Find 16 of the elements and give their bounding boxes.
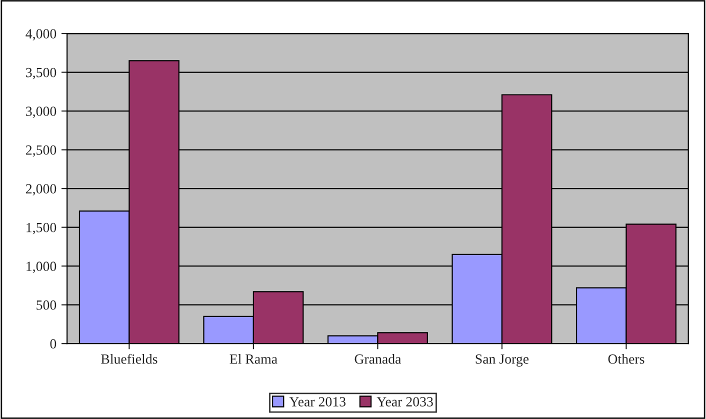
x-tick-label: San Jorge xyxy=(476,354,529,367)
y-tick-label: 500 xyxy=(36,300,56,310)
y-tick-label: 2,000 xyxy=(26,184,56,196)
x-tick-label: El Rama xyxy=(230,354,278,364)
y-tick-label: 2,500 xyxy=(26,145,56,157)
y-tick-label: 4,000 xyxy=(26,29,56,40)
y-tick-label: 0 xyxy=(50,339,56,349)
y-tick-label: 3,000 xyxy=(26,106,56,118)
x-tick-label: Others xyxy=(608,354,644,364)
y-tick-label: 3,500 xyxy=(26,68,56,80)
legend-label: Year 2033 xyxy=(376,397,433,406)
x-tick-label: Granada xyxy=(354,354,402,364)
y-tick-label: 1,000 xyxy=(26,262,56,274)
y-tick-label: 1,500 xyxy=(26,222,56,234)
x-tick-label: Bluefields xyxy=(101,354,158,364)
legend-label: Year 2013 xyxy=(289,397,346,406)
